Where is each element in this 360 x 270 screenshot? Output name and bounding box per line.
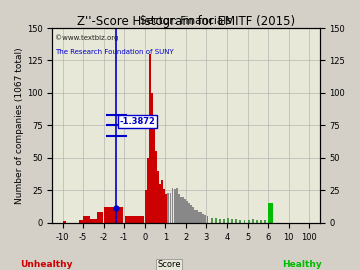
Bar [79,220,83,223]
Bar [235,219,237,223]
Bar [165,194,167,223]
Bar [256,220,258,223]
Bar [97,212,103,223]
Bar [252,219,254,223]
Bar [125,216,144,223]
Bar [194,210,196,223]
Bar [196,210,198,223]
Bar [155,151,157,223]
Bar [207,216,208,223]
Bar [149,54,151,223]
Bar [172,188,174,223]
Bar [176,188,177,223]
Bar [104,207,123,223]
Bar [204,215,206,223]
Bar [202,214,204,223]
Bar [63,221,67,223]
Bar [188,203,190,223]
Bar [186,201,188,223]
Y-axis label: Number of companies (1067 total): Number of companies (1067 total) [15,47,24,204]
Bar [178,194,180,223]
Bar [264,220,266,223]
Bar [211,218,212,223]
Bar [157,171,159,223]
Text: ©www.textbiz.org: ©www.textbiz.org [55,34,118,40]
Text: Score: Score [157,260,181,269]
Text: Healthy: Healthy [283,260,322,269]
Bar [190,205,192,223]
Bar [184,200,186,223]
Bar [192,207,194,223]
Bar [170,193,171,223]
Bar [219,219,221,223]
Bar [198,212,200,223]
Bar [227,218,229,223]
Bar [223,219,225,223]
Bar [153,119,155,223]
Bar [243,220,246,223]
Title: Z''-Score Histogram for EMITF (2015): Z''-Score Histogram for EMITF (2015) [77,15,295,28]
Bar [248,220,249,223]
Bar [174,189,176,223]
Text: The Research Foundation of SUNY: The Research Foundation of SUNY [55,49,174,55]
Text: Unhealthy: Unhealthy [21,260,73,269]
Bar [215,218,217,223]
Bar [145,190,147,223]
Bar [180,197,182,223]
Text: Sector: Financials: Sector: Financials [140,16,232,26]
Bar [239,220,241,223]
Bar [90,219,96,223]
Bar [84,216,90,223]
Bar [161,180,163,223]
Bar [167,193,169,223]
Bar [151,93,153,223]
Bar [159,184,161,223]
Bar [163,189,165,223]
Bar [231,219,233,223]
Text: -1.3872: -1.3872 [119,117,155,126]
Bar [147,158,149,223]
Bar [268,203,273,223]
Bar [260,220,262,223]
Bar [182,197,184,223]
Bar [201,212,202,223]
